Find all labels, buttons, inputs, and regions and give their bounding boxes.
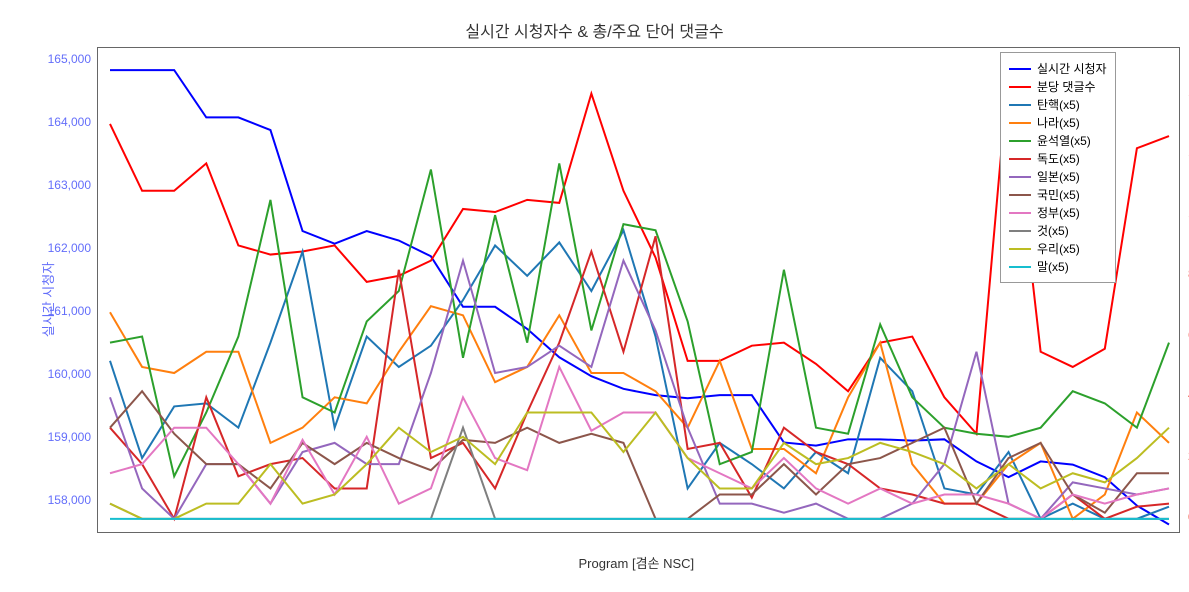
legend-label: 실시간 시청자 — [1037, 60, 1107, 77]
legend-swatch — [1009, 68, 1031, 70]
legend-item: 독도(x5) — [1009, 150, 1107, 167]
chart-container: 실시간 시청자수 & 총/주요 단어 댓글수 158,000 159,000 160… — [0, 0, 1189, 592]
legend-label: 나라(x5) — [1037, 114, 1080, 131]
legend-label: 분당 댓글수 — [1037, 78, 1096, 95]
legend-swatch — [1009, 104, 1031, 106]
left-tick-label: 160,000 — [31, 367, 91, 381]
legend-label: 탄핵(x5) — [1037, 96, 1080, 113]
legend-item: 국민(x5) — [1009, 186, 1107, 203]
legend-item: 분당 댓글수 — [1009, 78, 1107, 95]
legend-item: 우리(x5) — [1009, 240, 1107, 257]
legend-label: 우리(x5) — [1037, 240, 1080, 257]
legend-label: 정부(x5) — [1037, 204, 1080, 221]
series-line — [110, 367, 1169, 519]
legend-label: 일본(x5) — [1037, 168, 1080, 185]
legend-swatch — [1009, 158, 1031, 160]
legend-label: 말(x5) — [1037, 258, 1069, 275]
legend-item: 정부(x5) — [1009, 204, 1107, 221]
left-tick-label: 163,000 — [31, 178, 91, 192]
legend-label: 것(x5) — [1037, 222, 1069, 239]
x-axis-label: Program [겸손 NSC] — [579, 553, 695, 572]
legend-item: 탄핵(x5) — [1009, 96, 1107, 113]
chart-title: 실시간 시청자수 & 총/주요 단어 댓글수 — [0, 0, 1189, 42]
left-tick-label: 165,000 — [31, 52, 91, 66]
legend-swatch — [1009, 140, 1031, 142]
legend-swatch — [1009, 122, 1031, 124]
left-tick-label: 162,000 — [31, 241, 91, 255]
legend-swatch — [1009, 230, 1031, 232]
legend-item: 나라(x5) — [1009, 114, 1107, 131]
legend-swatch — [1009, 86, 1031, 88]
left-axis-label: 실시간 시청자 — [38, 262, 57, 337]
legend-item: 것(x5) — [1009, 222, 1107, 239]
legend-swatch — [1009, 248, 1031, 250]
legend-swatch — [1009, 176, 1031, 178]
legend-item: 윤석열(x5) — [1009, 132, 1107, 149]
legend-item: 일본(x5) — [1009, 168, 1107, 185]
legend-swatch — [1009, 212, 1031, 214]
legend-swatch — [1009, 266, 1031, 268]
legend-label: 독도(x5) — [1037, 150, 1080, 167]
legend-label: 국민(x5) — [1037, 186, 1080, 203]
legend-label: 윤석열(x5) — [1037, 132, 1091, 149]
left-tick-label: 164,000 — [31, 115, 91, 129]
legend-item: 실시간 시청자 — [1009, 60, 1107, 77]
left-tick-label: 158,000 — [31, 493, 91, 507]
legend-swatch — [1009, 194, 1031, 196]
left-tick-label: 159,000 — [31, 430, 91, 444]
legend-item: 말(x5) — [1009, 258, 1107, 275]
legend: 실시간 시청자분당 댓글수탄핵(x5)나라(x5)윤석열(x5)독도(x5)일본… — [1000, 52, 1116, 283]
